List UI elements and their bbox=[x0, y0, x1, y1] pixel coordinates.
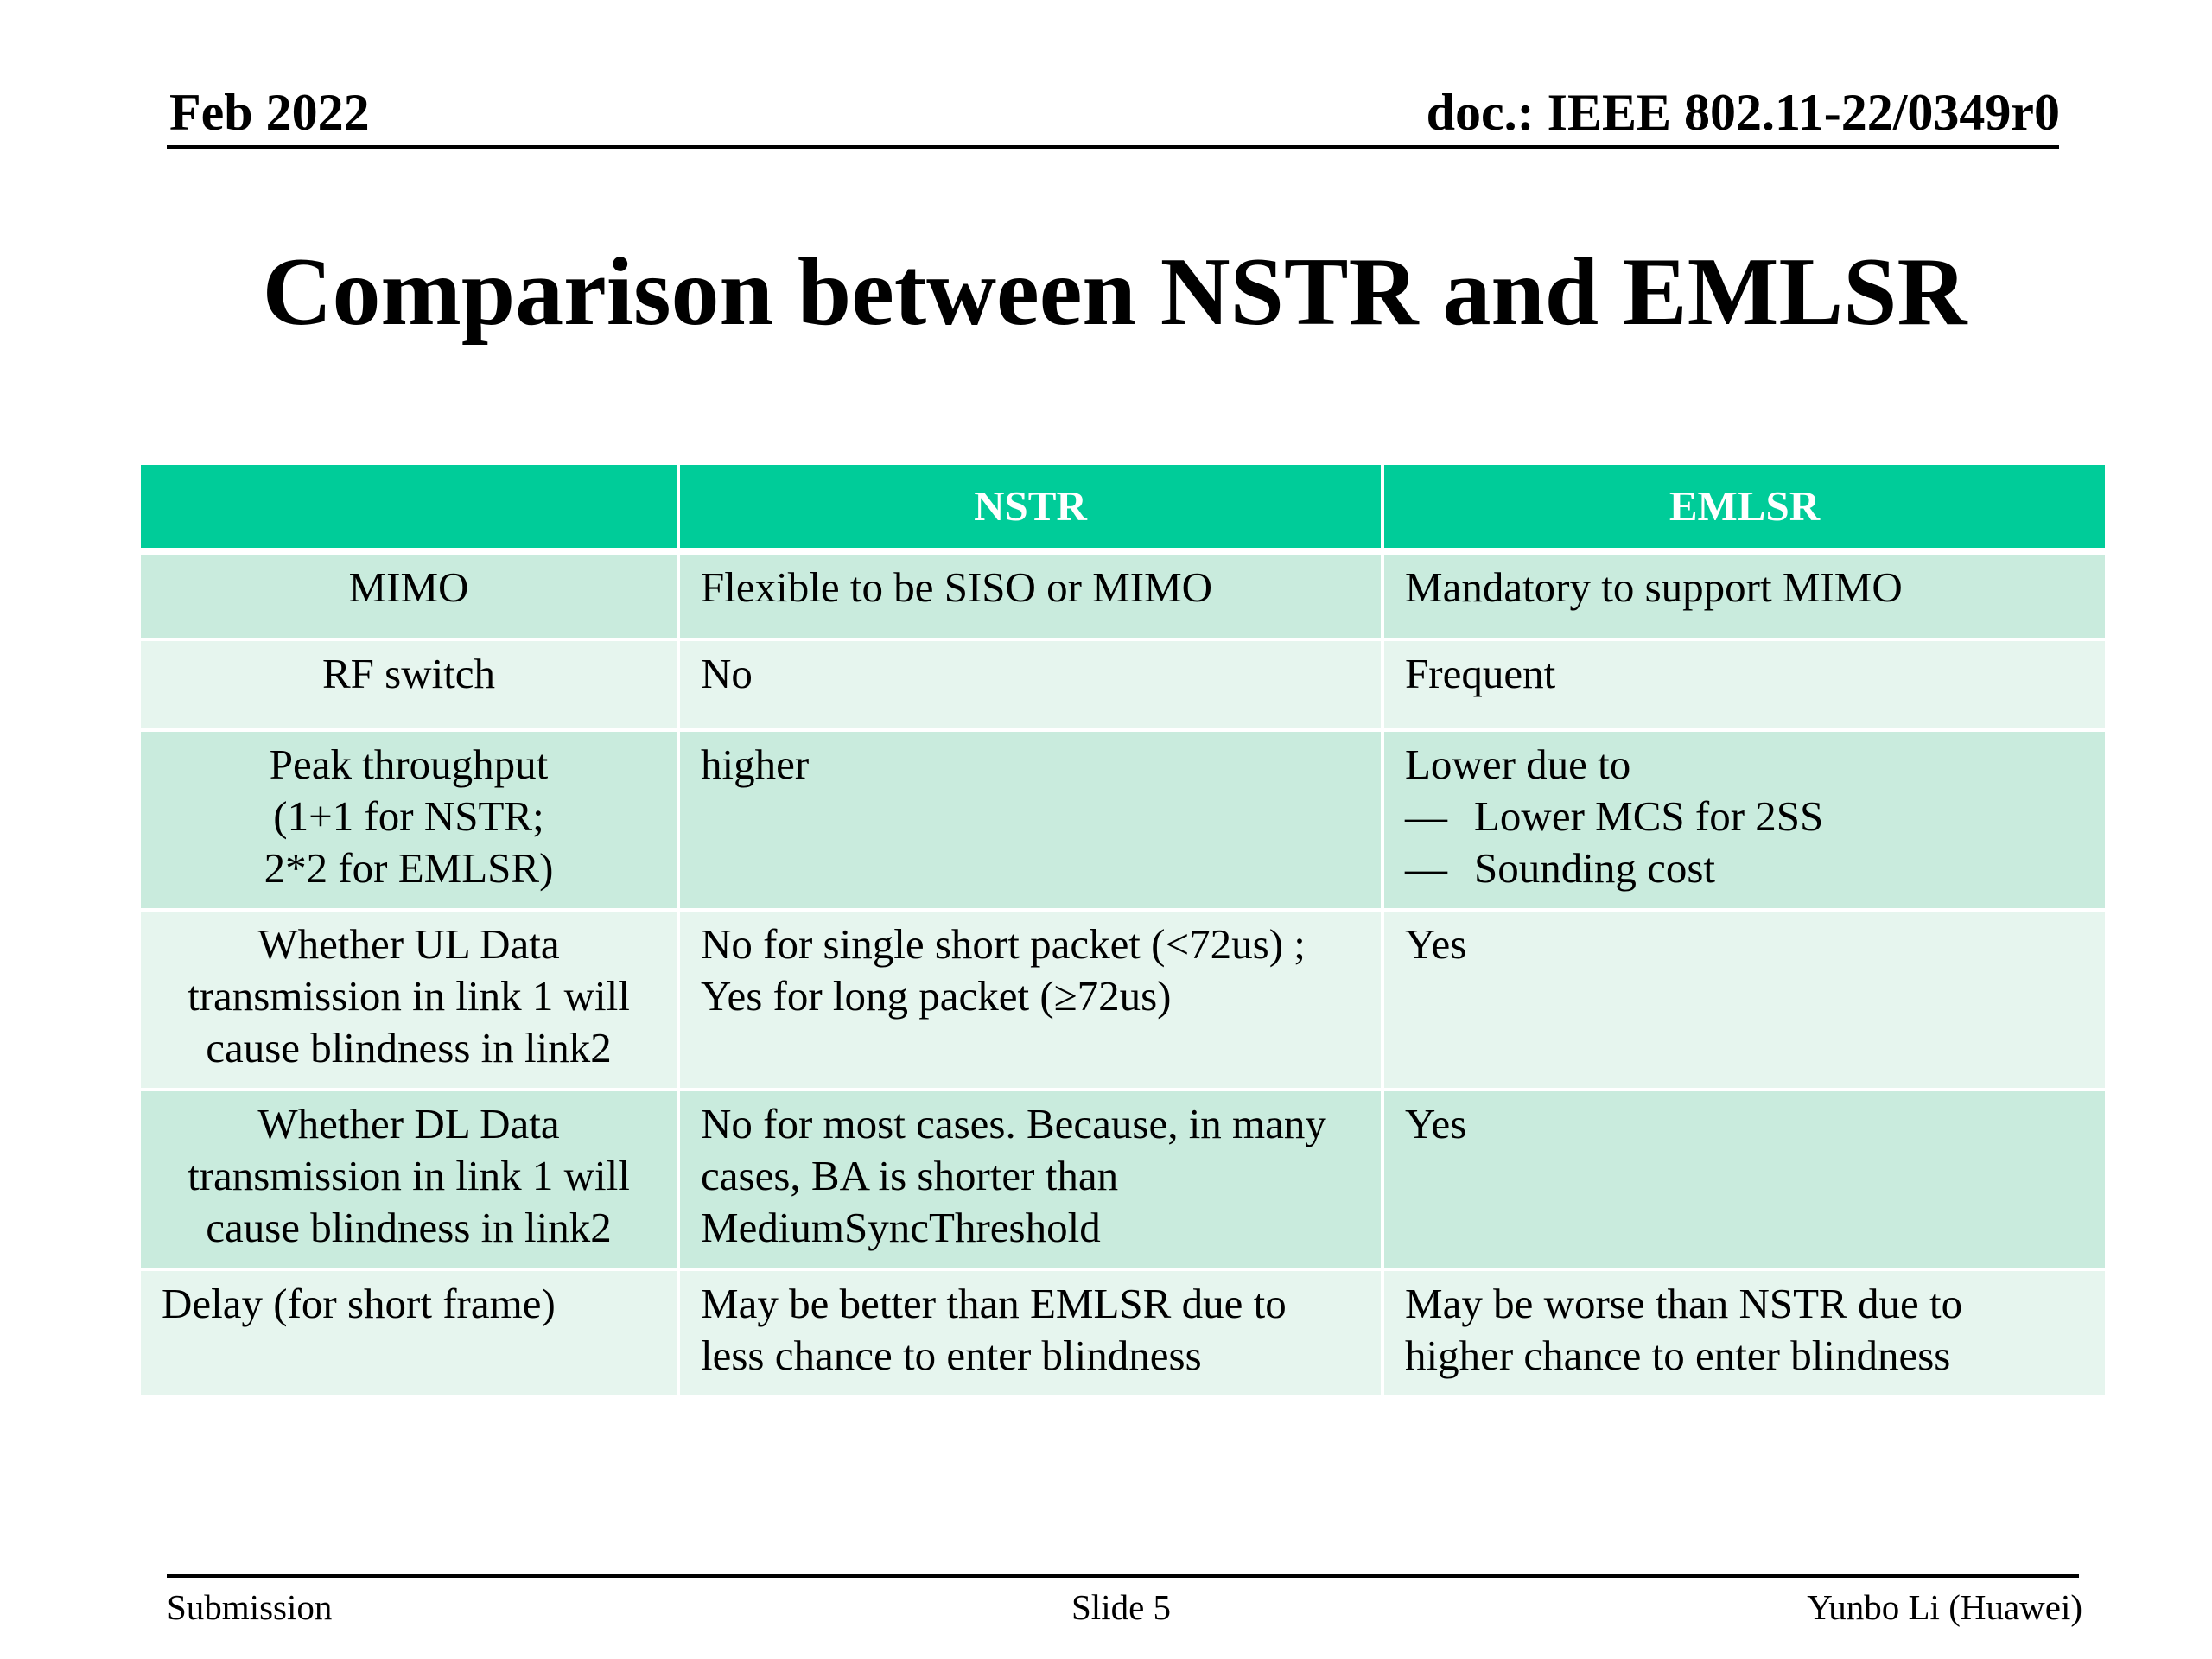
row-label-mimo: MIMO bbox=[141, 551, 680, 641]
footer-author: Yunbo Li (Huawei) bbox=[1807, 1587, 2082, 1627]
emlsr-cell-peak-throughput: Lower due to — Lower MCS for 2SS — Soundin… bbox=[1382, 730, 2105, 912]
row-label-peak-throughput: Peak throughput (1+1 for NSTR; 2*2 for E… bbox=[141, 730, 680, 912]
list-item: — Sounding cost bbox=[1405, 842, 2084, 894]
table-row-dl-data: Whether DL Data transmission in link 1 w… bbox=[141, 1090, 2105, 1271]
comparison-table: NSTR EMLSR MIMO Flexible to be SISO or M… bbox=[141, 465, 2105, 1399]
header-cell-emlsr: EMLSR bbox=[1382, 465, 2105, 555]
slide-title: Comparison between NSTR and EMLSR bbox=[262, 238, 1967, 346]
table-row-rf-switch: RF switch No Frequent bbox=[141, 639, 2105, 732]
table-header-row: NSTR EMLSR bbox=[141, 465, 2105, 555]
row-label-delay: Delay (for short frame) bbox=[141, 1269, 680, 1399]
nstr-cell-rf-switch: No bbox=[678, 639, 1384, 732]
table-row-delay: Delay (for short frame) May be better th… bbox=[141, 1269, 2105, 1399]
nstr-cell-ul-data: No for single short packet (<72us) ; Yes… bbox=[678, 910, 1384, 1091]
header-date: Feb 2022 bbox=[169, 84, 370, 141]
header-cell-nstr: NSTR bbox=[678, 465, 1384, 555]
emlsr-cell-ul-data: Yes bbox=[1382, 910, 2105, 1091]
table-row-peak-throughput: Peak throughput (1+1 for NSTR; 2*2 for E… bbox=[141, 730, 2105, 912]
row-label-ul-data: Whether UL Data transmission in link 1 w… bbox=[141, 910, 680, 1091]
nstr-cell-delay: May be better than EMLSR due to less cha… bbox=[678, 1269, 1384, 1399]
header-divider bbox=[167, 145, 2059, 149]
table-row-mimo: MIMO Flexible to be SISO or MIMO Mandato… bbox=[141, 551, 2105, 641]
table-row-ul-data: Whether UL Data transmission in link 1 w… bbox=[141, 910, 2105, 1091]
header-cell-empty bbox=[141, 465, 680, 555]
emlsr-cell-mimo: Mandatory to support MIMO bbox=[1382, 551, 2105, 641]
footer-submission: Submission bbox=[167, 1587, 333, 1627]
emlsr-cell-delay: May be worse than NSTR due to higher cha… bbox=[1382, 1269, 2105, 1399]
nstr-cell-mimo: Flexible to be SISO or MIMO bbox=[678, 551, 1384, 641]
nstr-cell-dl-data: No for most cases. Because, in many case… bbox=[678, 1090, 1384, 1271]
header-doc-id: doc.: IEEE 802.11-22/0349r0 bbox=[1426, 84, 2060, 141]
emlsr-cell-dl-data: Yes bbox=[1382, 1090, 2105, 1271]
emlsr-cell-rf-switch: Frequent bbox=[1382, 639, 2105, 732]
dash-bullet: — bbox=[1405, 844, 1447, 892]
footer-divider bbox=[167, 1574, 2079, 1578]
dash-bullet: — bbox=[1405, 792, 1447, 840]
nstr-cell-peak-throughput: higher bbox=[678, 730, 1384, 912]
list-item: — Lower MCS for 2SS bbox=[1405, 791, 2084, 842]
row-label-dl-data: Whether DL Data transmission in link 1 w… bbox=[141, 1090, 680, 1271]
row-label-rf-switch: RF switch bbox=[141, 639, 680, 732]
footer-slide-number: Slide 5 bbox=[1071, 1587, 1172, 1627]
